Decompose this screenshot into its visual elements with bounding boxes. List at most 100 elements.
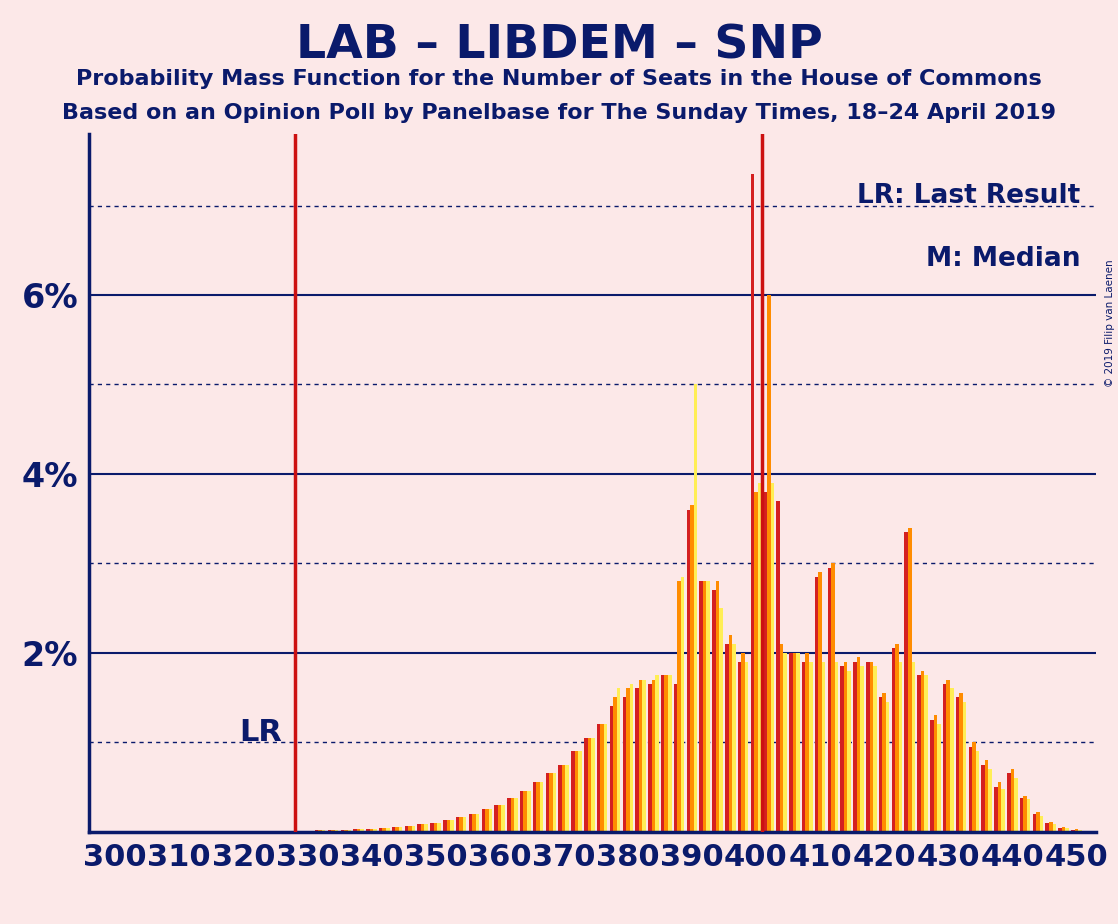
Bar [780,644,784,832]
Bar [315,831,319,832]
Bar [809,662,813,832]
Bar [613,698,617,832]
Bar [1059,828,1062,832]
Bar [600,724,604,832]
Bar [399,827,402,832]
Bar [584,737,588,832]
Bar [758,482,761,832]
Bar [678,581,681,832]
Bar [638,679,643,832]
Bar [643,679,646,832]
Bar [802,662,805,832]
Bar [652,679,655,832]
Bar [847,671,851,832]
Bar [703,581,707,832]
Bar [482,809,485,832]
Text: LAB – LIBDEM – SNP: LAB – LIBDEM – SNP [295,23,823,68]
Bar [437,822,440,832]
Bar [396,827,399,832]
Bar [1033,814,1036,832]
Bar [1027,799,1031,832]
Bar [934,715,937,832]
Text: Based on an Opinion Poll by Panelbase for The Sunday Times, 18–24 April 2019: Based on an Opinion Poll by Panelbase fo… [61,103,1057,124]
Bar [1062,827,1065,832]
Bar [451,820,454,832]
Bar [789,652,793,832]
Bar [417,824,421,832]
Bar [446,820,451,832]
Bar [520,791,523,832]
Bar [738,662,741,832]
Bar [655,675,659,832]
Bar [661,675,664,832]
Bar [623,698,626,832]
Bar [411,826,415,832]
Bar [498,805,501,832]
Bar [994,787,997,832]
Bar [1052,823,1057,832]
Bar [741,652,745,832]
Bar [558,764,562,832]
Text: LR: LR [239,718,282,747]
Bar [588,737,591,832]
Bar [976,751,979,832]
Bar [485,809,489,832]
Text: Probability Mass Function for the Number of Seats in the House of Commons: Probability Mass Function for the Number… [76,69,1042,90]
Bar [591,737,595,832]
Bar [674,684,678,832]
Bar [985,760,988,832]
Bar [382,828,386,832]
Bar [604,724,607,832]
Bar [472,814,476,832]
Bar [681,577,684,832]
Bar [331,831,334,832]
Bar [353,830,357,832]
Bar [443,820,446,832]
Bar [899,662,902,832]
Bar [700,581,703,832]
Bar [667,675,672,832]
Bar [925,675,928,832]
Bar [942,684,947,832]
Bar [549,773,552,832]
Bar [719,608,723,832]
Bar [434,822,437,832]
Bar [1078,830,1082,832]
Bar [937,724,940,832]
Bar [815,577,818,832]
Bar [693,384,698,832]
Bar [463,818,466,832]
Bar [973,742,976,832]
Bar [508,797,511,832]
Bar [546,773,549,832]
Bar [822,662,825,832]
Bar [917,675,921,832]
Bar [1049,821,1052,832]
Bar [956,698,959,832]
Bar [745,662,748,832]
Bar [533,783,537,832]
Bar [853,662,856,832]
Bar [476,814,480,832]
Bar [373,829,377,832]
Bar [425,824,428,832]
Bar [796,652,799,832]
Bar [341,830,344,832]
Bar [690,505,693,832]
Bar [866,662,870,832]
Text: LR: Last Result: LR: Last Result [858,183,1080,209]
Bar [386,828,389,832]
Bar [328,831,331,832]
Bar [831,564,835,832]
Bar [750,175,755,832]
Bar [1002,789,1005,832]
Bar [947,679,950,832]
Bar [896,644,899,832]
Bar [1074,830,1078,832]
Bar [805,652,809,832]
Bar [468,814,472,832]
Bar [459,818,463,832]
Bar [856,657,860,832]
Bar [982,764,985,832]
Bar [1014,778,1017,832]
